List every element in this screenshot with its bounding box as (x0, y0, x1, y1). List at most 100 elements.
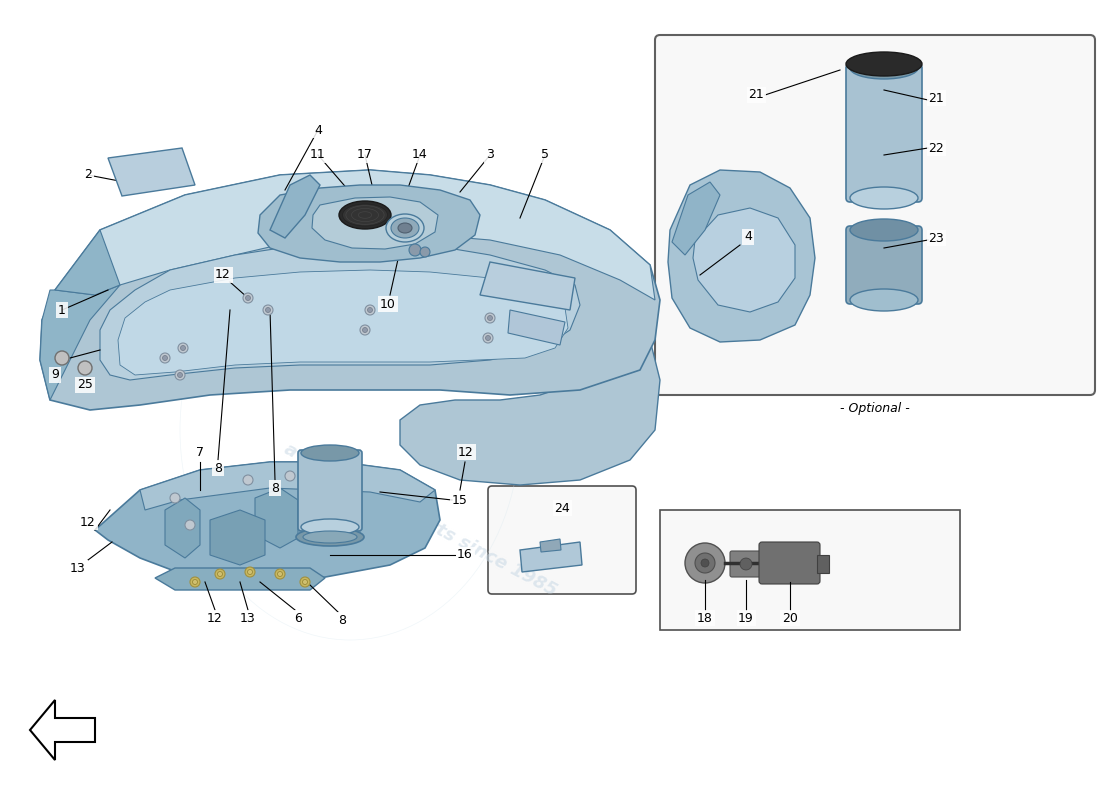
Ellipse shape (846, 52, 922, 76)
Ellipse shape (398, 223, 412, 233)
Circle shape (160, 353, 170, 363)
Circle shape (178, 343, 188, 353)
Text: 20: 20 (782, 611, 797, 625)
Circle shape (302, 579, 308, 585)
Ellipse shape (390, 218, 419, 238)
Polygon shape (95, 170, 654, 300)
Text: 24: 24 (554, 502, 570, 514)
Text: 12: 12 (458, 446, 474, 458)
Polygon shape (693, 208, 795, 312)
Text: 13: 13 (240, 611, 256, 625)
Circle shape (685, 543, 725, 583)
Circle shape (277, 571, 283, 577)
Text: 23: 23 (928, 231, 944, 245)
Text: 18: 18 (697, 611, 713, 625)
Circle shape (163, 355, 167, 361)
Circle shape (485, 313, 495, 323)
Text: 25: 25 (77, 378, 92, 391)
Ellipse shape (339, 201, 390, 229)
FancyBboxPatch shape (846, 64, 922, 202)
Ellipse shape (301, 445, 359, 461)
FancyBboxPatch shape (298, 450, 362, 531)
Text: 7: 7 (196, 446, 204, 458)
Polygon shape (140, 462, 434, 510)
Circle shape (218, 571, 222, 577)
Circle shape (485, 335, 491, 341)
Circle shape (177, 373, 183, 378)
Polygon shape (480, 262, 575, 310)
Text: 13: 13 (70, 562, 86, 574)
Circle shape (483, 333, 493, 343)
Polygon shape (312, 197, 438, 249)
Ellipse shape (302, 531, 358, 543)
Polygon shape (540, 539, 561, 552)
Circle shape (363, 327, 367, 333)
FancyBboxPatch shape (846, 226, 922, 304)
Circle shape (248, 570, 253, 574)
Circle shape (285, 471, 295, 481)
Circle shape (367, 307, 373, 313)
Text: 21: 21 (928, 91, 944, 105)
FancyBboxPatch shape (654, 35, 1094, 395)
Text: 1: 1 (58, 303, 66, 317)
Bar (817, 555, 829, 573)
Text: 12: 12 (207, 611, 223, 625)
Ellipse shape (850, 57, 918, 79)
Circle shape (185, 520, 195, 530)
Text: 3: 3 (486, 149, 494, 162)
Circle shape (360, 325, 370, 335)
Circle shape (180, 346, 186, 350)
Circle shape (263, 305, 273, 315)
Circle shape (740, 558, 752, 570)
Circle shape (487, 315, 493, 321)
Circle shape (365, 305, 375, 315)
Text: 14: 14 (412, 149, 428, 162)
Polygon shape (672, 182, 721, 255)
Circle shape (315, 477, 324, 487)
Circle shape (175, 370, 185, 380)
Circle shape (275, 569, 285, 579)
Text: 9: 9 (51, 369, 59, 382)
Text: a passion for parts since 1985: a passion for parts since 1985 (280, 440, 560, 600)
Text: 21: 21 (748, 89, 763, 102)
Text: 5: 5 (541, 149, 549, 162)
Circle shape (245, 295, 251, 301)
Polygon shape (40, 285, 120, 400)
Text: 2: 2 (84, 169, 92, 182)
Circle shape (214, 569, 225, 579)
Polygon shape (210, 510, 265, 565)
Circle shape (192, 579, 198, 585)
Polygon shape (118, 270, 568, 375)
Text: 12: 12 (80, 515, 96, 529)
Text: 10: 10 (381, 298, 396, 310)
Ellipse shape (301, 519, 359, 535)
Text: 19: 19 (738, 611, 754, 625)
FancyBboxPatch shape (488, 486, 636, 594)
Text: 16: 16 (458, 549, 473, 562)
Circle shape (243, 475, 253, 485)
FancyBboxPatch shape (759, 542, 820, 584)
Text: 8: 8 (338, 614, 346, 626)
Polygon shape (668, 170, 815, 342)
Polygon shape (258, 185, 480, 262)
Polygon shape (95, 462, 440, 582)
Ellipse shape (850, 187, 918, 209)
Polygon shape (155, 568, 324, 590)
Circle shape (245, 567, 255, 577)
FancyBboxPatch shape (730, 551, 762, 577)
Polygon shape (108, 148, 195, 196)
Circle shape (78, 361, 92, 375)
Circle shape (695, 553, 715, 573)
Text: 6: 6 (294, 611, 301, 625)
Polygon shape (40, 170, 660, 410)
Circle shape (170, 493, 180, 503)
Text: 12: 12 (216, 269, 231, 282)
Ellipse shape (296, 528, 364, 546)
Circle shape (265, 307, 271, 313)
Polygon shape (55, 230, 120, 295)
Polygon shape (255, 488, 298, 548)
Circle shape (701, 559, 710, 567)
Text: 17: 17 (358, 149, 373, 162)
Ellipse shape (342, 204, 387, 226)
Text: 8: 8 (214, 462, 222, 474)
